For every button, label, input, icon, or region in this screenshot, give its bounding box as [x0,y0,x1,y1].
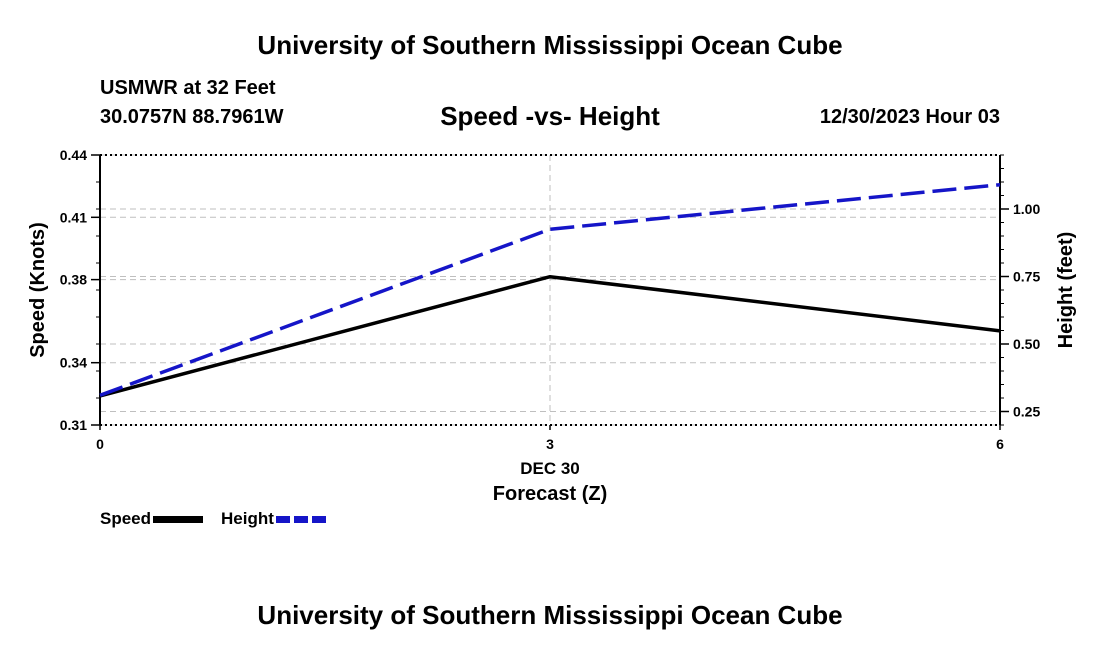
legend-label-height: Height [221,509,274,528]
legend-swatch-height [275,515,326,523]
x-tick-label-2: 6 [996,436,1004,452]
legend-entry-height: Height [221,509,326,529]
forecast-datetime: 12/30/2023 Hour 03 [819,106,1000,128]
x-tick-label-1: 3 [546,436,554,452]
series-line-speed [99,274,1001,398]
legend-entry-speed: Speed [100,509,204,529]
left-tick-label-1: 0.34 [60,355,87,371]
x-tick-label-0: 0 [96,436,104,452]
chart-title: Speed -vs- Height [440,101,660,131]
x-axis-title: Forecast (Z) [493,483,607,505]
legend-swatch-speed [153,515,204,523]
left-tick-label-0: 0.31 [60,417,87,433]
legend: Speed Height [100,509,344,529]
left-tick-label-3: 0.41 [60,209,87,225]
station-label: USMWR at 32 Feet [100,77,276,99]
x-axis-date: DEC 30 [520,459,580,478]
page-title: University of Southern Mississippi Ocean… [257,30,843,60]
right-tick-label-0: 0.25 [1013,404,1040,420]
coordinates-label: 30.0757N 88.7961W [100,106,284,128]
y-axis-right-title: Height (feet) [1055,232,1077,349]
right-tick-label-1: 0.50 [1013,336,1040,352]
footer-title: University of Southern Mississippi Ocean… [257,600,843,630]
right-tick-label-2: 0.75 [1013,269,1040,285]
left-tick-label-2: 0.38 [60,272,87,288]
legend-label-speed: Speed [100,509,152,528]
left-tick-label-4: 0.44 [60,147,87,163]
series-line-height [99,182,1001,397]
right-tick-label-3: 1.00 [1013,201,1040,217]
y-axis-left-title: Speed (Knots) [27,222,49,358]
